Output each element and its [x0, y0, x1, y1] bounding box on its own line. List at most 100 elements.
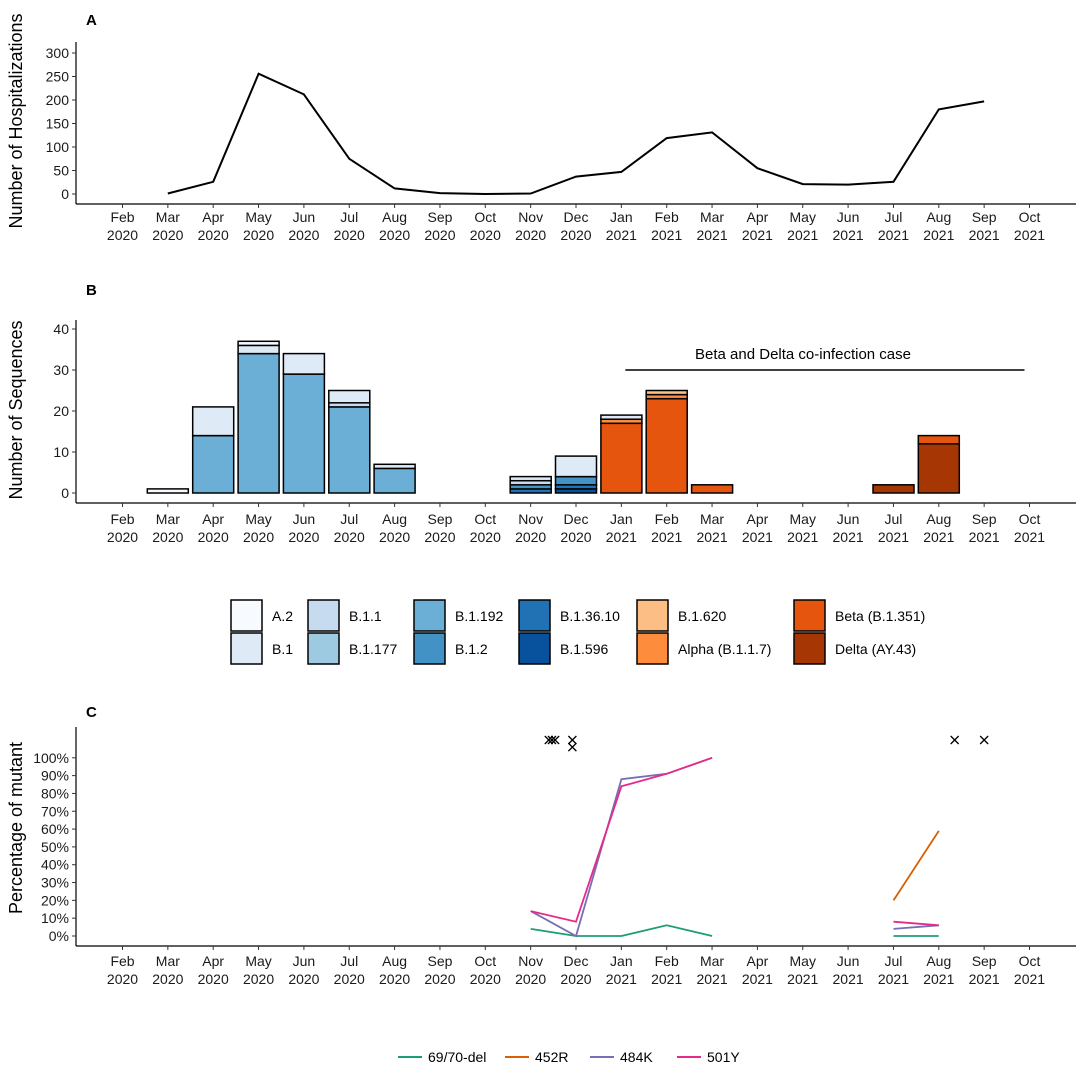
panel-c-x-tick-month: Feb [655, 953, 679, 969]
mutation-legend: 69/70-del 452R 484K 501Y [398, 1049, 740, 1065]
bar-segment [237, 340, 280, 347]
panel-c-x-tick-month: May [245, 953, 271, 969]
panel-a-x-tick-year: 2020 [424, 227, 455, 243]
legend-label: B.1.1 [349, 608, 382, 624]
bar-segment [872, 484, 915, 494]
panel-a-x-tick-month: May [245, 209, 271, 225]
panel-c-y-tick-label: 0% [49, 928, 69, 944]
panel-a-x-tick-month: Dec [564, 209, 589, 225]
bar-segment [645, 397, 688, 494]
panel-c-x-tick-month: Jul [340, 953, 358, 969]
panel-c-x-tick-year: 2021 [878, 971, 909, 987]
legend-label: B.1.177 [349, 641, 397, 657]
panel-a-x-tick-year: 2021 [833, 227, 864, 243]
legend-swatch [793, 599, 826, 632]
panel-a-x-tick-year: 2020 [288, 227, 319, 243]
panel-a-x-tick-year: 2021 [878, 227, 909, 243]
panel-a-x-tick-month: Mar [700, 209, 724, 225]
panel-c-x-tick-year: 2020 [379, 971, 410, 987]
panel-b-y-tick-label: 30 [53, 362, 69, 378]
panel-c-x-tick-year: 2021 [833, 971, 864, 987]
panel-c-x-tick-year: 2020 [152, 971, 183, 987]
panel-c-x-tick-month: Jul [884, 953, 902, 969]
panel-c-x-tick-month: Feb [110, 953, 134, 969]
x-marker [950, 735, 960, 745]
bar-segment [282, 352, 326, 375]
panel-a-ylabel: Number of Hospitalizations [6, 13, 26, 228]
bar-segment [554, 455, 598, 478]
panel-c-x-tick-year: 2021 [787, 971, 818, 987]
bar-segment [645, 389, 688, 396]
panel-c-x-tick-year: 2020 [198, 971, 229, 987]
panel-b-y-tick-label: 0 [61, 485, 69, 501]
panel-b-x-tick-year: 2020 [107, 529, 138, 545]
legend-label: B.1.36.10 [560, 608, 620, 624]
legend-label: B.1.620 [678, 608, 726, 624]
panel-a-x-tick-month: Mar [156, 209, 180, 225]
panel-a-x-tick-month: Aug [382, 209, 407, 225]
mutation-legend-label: 452R [535, 1049, 568, 1065]
panel-b-x-tick-year: 2021 [923, 529, 954, 545]
legend-label: B.1.192 [455, 608, 503, 624]
panel-c-x-tick-month: Sep [972, 953, 997, 969]
panel-c-y-tick-label: 40% [41, 857, 69, 873]
panel-a-x-tick-month: Feb [110, 209, 134, 225]
panel-c-y-tick-label: 10% [41, 910, 69, 926]
legend-swatch [518, 599, 551, 632]
bar-segment [282, 373, 326, 494]
panel-c-x-tick-year: 2021 [696, 971, 727, 987]
panel-a-x-tick-month: May [790, 209, 816, 225]
panel-c-y-tick-label: 60% [41, 821, 69, 837]
panel-a-y-tick-label: 250 [46, 69, 70, 85]
panel-a-x-tick-month: Jun [293, 209, 316, 225]
panel-c-x-tick-year: 2021 [742, 971, 773, 987]
bar-segment [917, 443, 961, 494]
panel-a-x-tick-month: Oct [474, 209, 496, 225]
mutation-legend-label: 484K [620, 1049, 653, 1065]
panel-a-x-tick-year: 2020 [198, 227, 229, 243]
legend-label: Alpha (B.1.1.7) [678, 641, 771, 657]
mutation-line-69/70-del [530, 924, 713, 937]
panel-a-y-tick-label: 100 [46, 139, 70, 155]
panel-c-ylabel: Percentage of mutant [6, 742, 26, 914]
panel-b-x-tick-month: Aug [382, 511, 407, 527]
legend-swatch [307, 632, 340, 665]
panel-b-x-tick-month: Mar [156, 511, 180, 527]
panel-c-y-tick-label: 20% [41, 892, 69, 908]
mutation-line-484K [530, 756, 713, 938]
panel-c-x-tick-year: 2020 [107, 971, 138, 987]
panel-b-x-tick-year: 2020 [288, 529, 319, 545]
panel-b-x-tick-year: 2020 [470, 529, 501, 545]
bar-segment [328, 389, 371, 404]
panel-c-x-tick-year: 2020 [470, 971, 501, 987]
panel-b-x-tick-month: Nov [518, 511, 543, 527]
panel-c-x-tick-month: Nov [518, 953, 543, 969]
legend-swatch [636, 599, 669, 632]
panel-b-x-tick-year: 2020 [334, 529, 365, 545]
legend-swatch [230, 599, 263, 632]
panel-a-y-tick-label: 0 [61, 186, 69, 202]
panel-b-x-tick-year: 2020 [243, 529, 274, 545]
panel-c-x-tick-month: Dec [564, 953, 589, 969]
bar-segment [509, 475, 552, 482]
panel-a-x-tick-year: 2020 [107, 227, 138, 243]
panel-a-x-tick-year: 2020 [379, 227, 410, 243]
mutation-line-501Y [530, 756, 713, 923]
panel-b-ylabel: Number of Sequences [6, 320, 26, 499]
legend-swatch [307, 599, 340, 632]
legend-label: Delta (AY.43) [835, 641, 916, 657]
panel-b-y-tick-label: 20 [53, 403, 69, 419]
panel-b-x-tick-year: 2021 [1014, 529, 1045, 545]
panel-c-y-tick-label: 100% [33, 750, 69, 766]
mutation-line-501Y [893, 920, 939, 927]
panel-b-x-tick-year: 2021 [742, 529, 773, 545]
legend-label: Beta (B.1.351) [835, 608, 925, 624]
panel-c-x-tick-year: 2021 [1014, 971, 1045, 987]
mutation-legend-label: 501Y [707, 1049, 740, 1065]
panel-b-y-tick-label: 40 [53, 321, 69, 337]
panel-c-y-tick-label: 50% [41, 839, 69, 855]
panel-a-x-tick-year: 2021 [696, 227, 727, 243]
panel-b-x-tick-year: 2020 [560, 529, 591, 545]
panel-c-x-tick-year: 2020 [334, 971, 365, 987]
